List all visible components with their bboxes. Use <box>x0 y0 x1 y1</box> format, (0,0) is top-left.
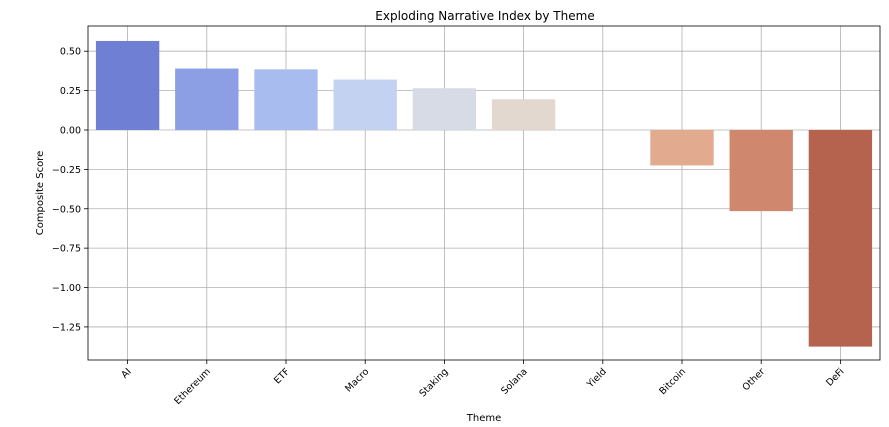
plot-frame <box>87 25 881 361</box>
x-tick-label: Yield <box>584 366 608 390</box>
bar-macro <box>333 79 397 130</box>
x-tick-label: Macro <box>343 366 371 394</box>
bar-bitcoin <box>650 129 714 166</box>
bar-staking <box>412 88 477 130</box>
y-tick-label: 0.00 <box>60 125 81 136</box>
bars <box>95 40 873 347</box>
y-axis-ticks: 0.50 0.25 0.00 −0.25 −0.50 −0.75 −1.00 −1.25 <box>52 47 88 333</box>
x-tick-label: Solana <box>499 366 530 397</box>
x-tick-label: Bitcoin <box>657 366 688 397</box>
y-tick-label: 0.25 <box>60 86 81 97</box>
y-tick-label: 0.50 <box>60 47 81 58</box>
y-tick-label: −1.00 <box>52 283 81 294</box>
bar-defi <box>808 129 873 347</box>
y-tick-label: −0.50 <box>52 204 81 215</box>
bar-solana <box>491 99 556 130</box>
x-tick-label: Staking <box>417 366 450 399</box>
x-tick-label: Other <box>740 366 767 393</box>
x-tick-label: DeFi <box>824 366 846 388</box>
y-tick-label: −1.25 <box>52 322 81 333</box>
bar-ethereum <box>175 68 239 130</box>
y-axis-label: Composite Score <box>35 151 46 236</box>
y-tick-label: −0.75 <box>52 244 81 255</box>
chart-title: Exploding Narrative Index by Theme <box>375 9 594 23</box>
x-axis-ticks: AI Ethereum ETF Macro Staking Solana Yield Bitc… <box>119 360 847 407</box>
x-tick-label: Ethereum <box>172 366 213 407</box>
bar-etf <box>254 69 318 130</box>
x-tick-label: ETF <box>272 366 292 386</box>
bar-other <box>729 129 793 212</box>
x-axis-label: Theme <box>466 413 502 424</box>
x-tick-label: AI <box>119 366 133 380</box>
y-tick-label: −0.25 <box>52 165 81 176</box>
bar-ai <box>95 40 160 130</box>
